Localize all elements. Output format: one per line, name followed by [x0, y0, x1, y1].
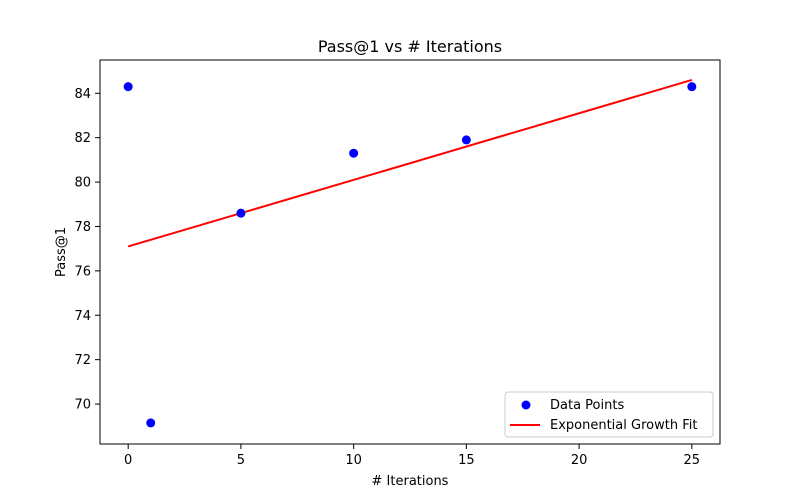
y-axis: 70 72 74 76 78 80 82 84	[74, 87, 100, 413]
legend-label-data-points: Data Points	[550, 398, 624, 413]
x-axis: 0 5 10 15 20 25	[124, 444, 700, 468]
x-tick-label: 10	[345, 453, 362, 468]
y-tick-label: 72	[74, 353, 91, 368]
y-tick-label: 78	[74, 220, 91, 235]
x-tick-label: 20	[571, 453, 588, 468]
y-tick-label: 70	[74, 398, 91, 413]
y-tick-label: 80	[74, 176, 91, 191]
x-tick-label: 15	[458, 453, 475, 468]
x-tick-label: 0	[124, 453, 132, 468]
x-axis-label: # Iterations	[372, 474, 449, 489]
y-tick-label: 76	[74, 264, 91, 279]
legend-box	[504, 391, 714, 438]
data-point	[146, 418, 156, 428]
y-tick-label: 82	[74, 131, 91, 146]
data-point	[687, 82, 697, 92]
legend-marker-data-points	[521, 400, 531, 410]
chart-title: Pass@1 vs # Iterations	[318, 37, 502, 56]
data-point	[349, 148, 359, 158]
data-point	[123, 82, 133, 92]
y-tick-label: 74	[74, 309, 91, 324]
fit-line	[127, 79, 693, 248]
data-point	[236, 208, 246, 218]
data-point	[461, 135, 471, 145]
y-tick-label: 84	[74, 87, 91, 102]
plot-frame	[99, 59, 721, 445]
x-tick-label: 5	[237, 453, 245, 468]
x-tick-label: 25	[684, 453, 701, 468]
legend: Data Points Exponential Growth Fit	[504, 391, 714, 438]
legend-label-fit: Exponential Growth Fit	[550, 418, 697, 433]
y-axis-label: Pass@1	[54, 227, 69, 277]
plot-marks	[123, 79, 697, 428]
